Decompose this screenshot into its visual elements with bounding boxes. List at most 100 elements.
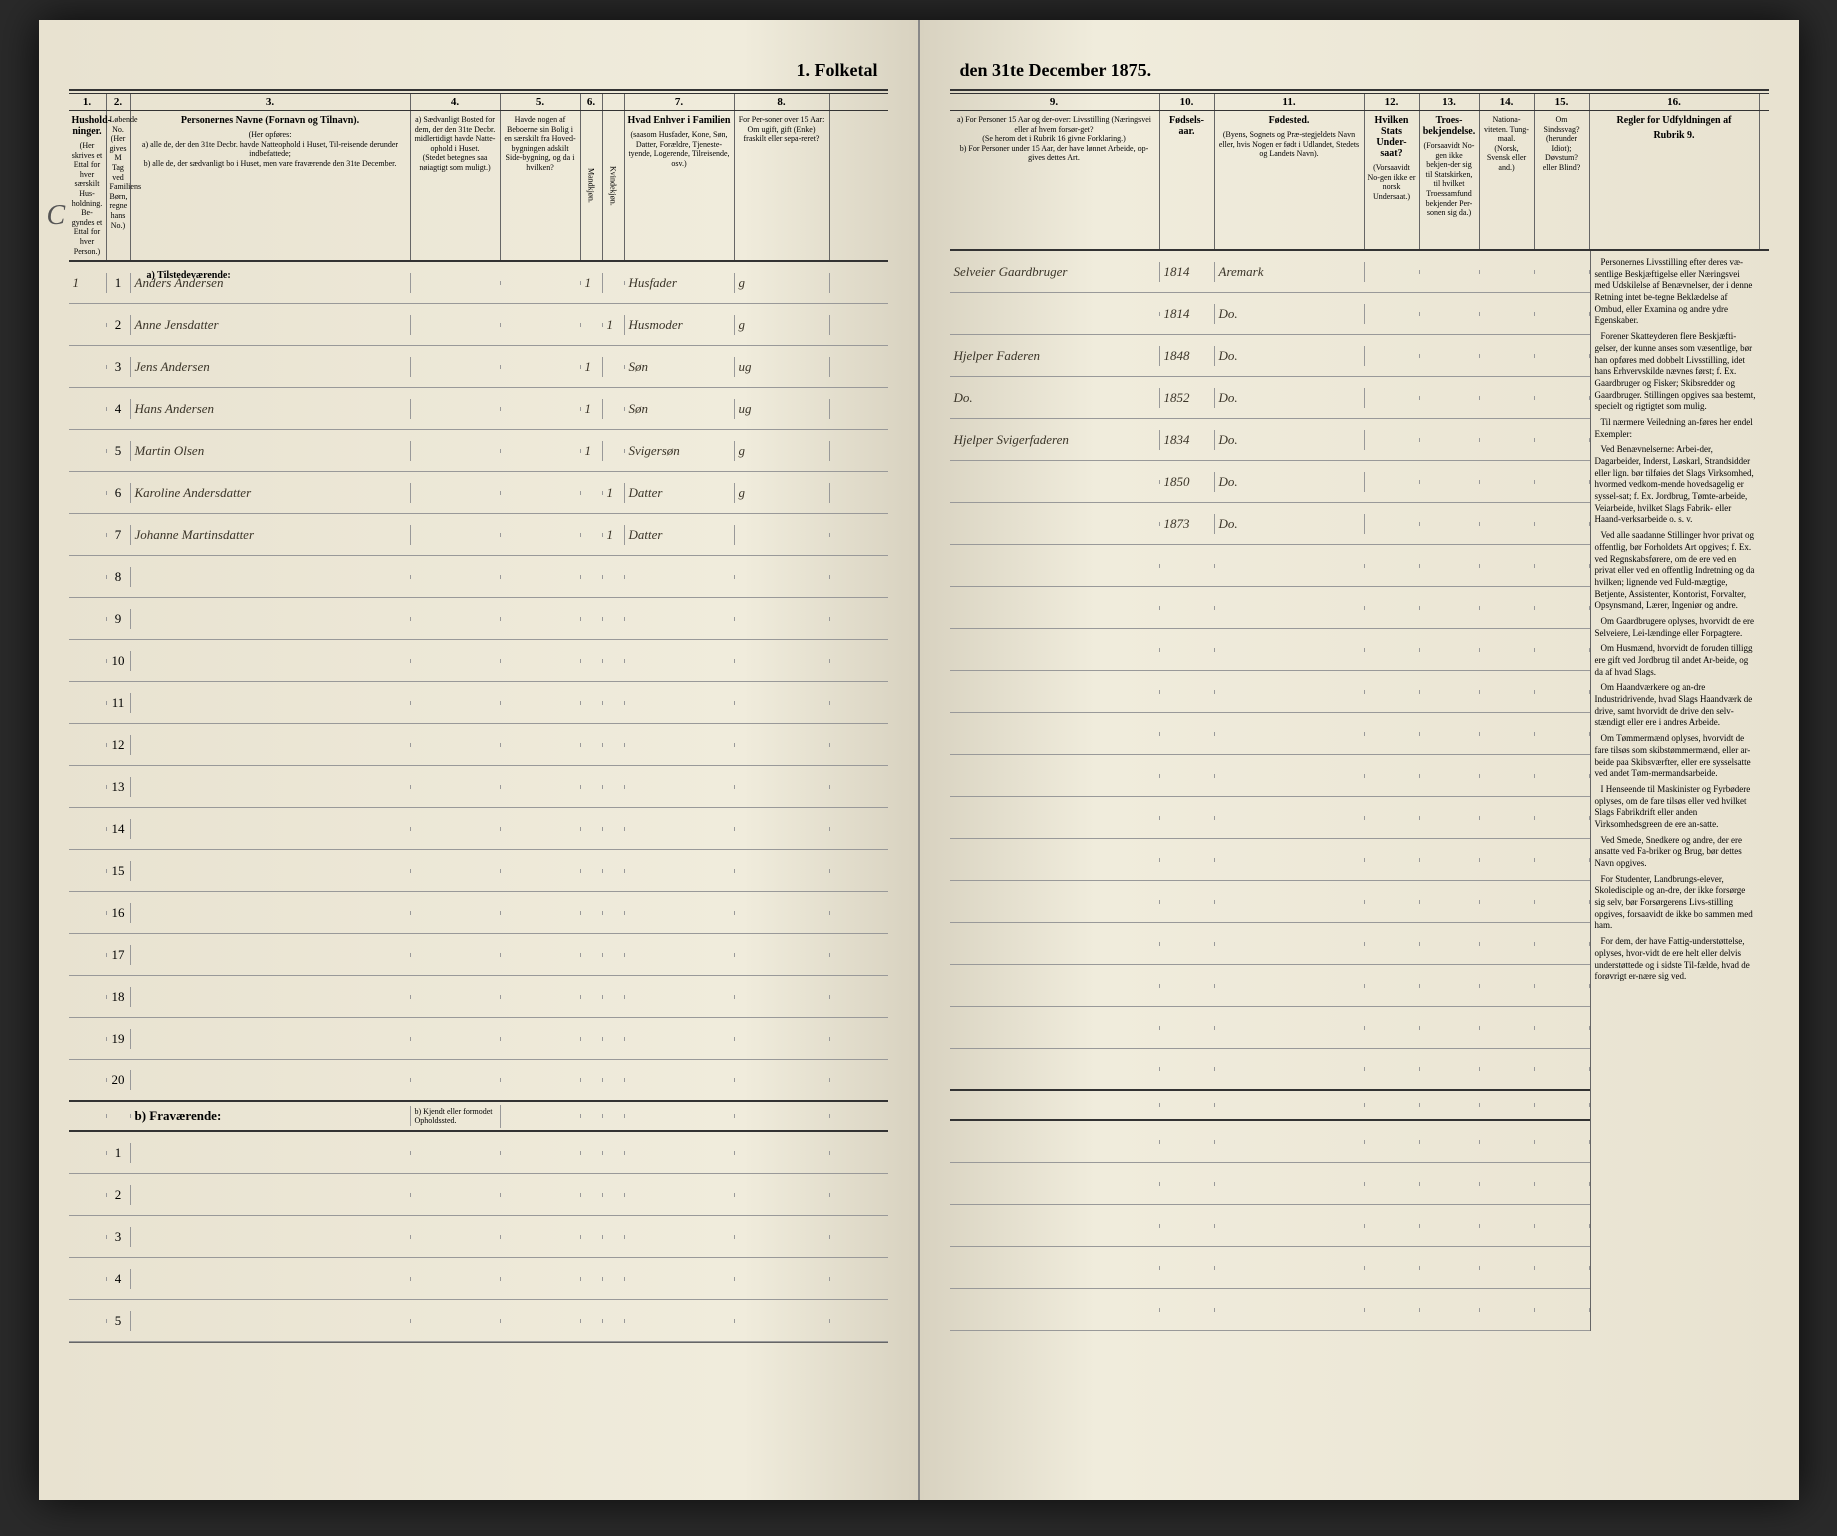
empty-row [950,671,1590,713]
person-num: 6 [107,483,131,503]
empty-row [950,1247,1590,1289]
household-num [69,323,107,327]
empty-row [950,923,1590,965]
person-num: 3 [107,357,131,377]
person-name: Hans Andersen [131,399,411,419]
household-num [69,491,107,495]
birthplace: Do. [1215,514,1365,534]
sex-male [581,491,603,495]
person-row: Hjelper Svigerfaderen1834Do. [950,419,1590,461]
empty-row: 4 [69,1258,888,1300]
birth-year: 1834 [1160,430,1215,450]
occupation [950,522,1160,526]
relation: Datter [625,483,735,503]
sex-female [603,365,625,369]
household-num [69,407,107,411]
relation: Svigersøn [625,441,735,461]
empty-row [950,713,1590,755]
birth-year: 1873 [1160,514,1215,534]
marital-status: g [735,483,830,503]
birthplace: Do. [1215,430,1365,450]
birth-year: 1814 [1160,304,1215,324]
headers-left: Hushold-ninger. (Her skrives et Ettal fo… [69,111,888,262]
empty-row: 8 [69,556,888,598]
sex-male: 1 [581,399,603,419]
person-row: 5Martin Olsen1Svigersøng [69,430,888,472]
census-ledger-spread: C 1. Folketal 1. 2. 3. 4. 5. 6. 7. 8. Hu… [39,20,1799,1500]
empty-row: 9 [69,598,888,640]
empty-row: 14 [69,808,888,850]
birth-year: 1848 [1160,346,1215,366]
empty-row: 18 [69,976,888,1018]
household-num: 1 [69,273,107,293]
relation: Datter [625,525,735,545]
empty-row: 10 [69,640,888,682]
data-rows-left: a) Tilstedeværende: 11Anders Andersen1Hu… [69,262,888,1343]
right-page: den 31te December 1875. 9. 10. 11. 12. 1… [920,20,1799,1500]
empty-row [950,797,1590,839]
person-row: 6Karoline Andersdatter1Datterg [69,472,888,514]
marital-status: g [735,441,830,461]
empty-row [950,1049,1590,1091]
relation: Husmoder [625,315,735,335]
birthplace: Do. [1215,472,1365,492]
birthplace: Do. [1215,346,1365,366]
household-num [69,533,107,537]
household-num [69,365,107,369]
relation: Søn [625,399,735,419]
empty-row [950,881,1590,923]
sex-female [603,281,625,285]
empty-row [950,629,1590,671]
data-area-right: Selveier Gaardbruger1814Aremark1814Do.Hj… [950,251,1769,1331]
empty-row: 17 [69,934,888,976]
empty-row [950,755,1590,797]
person-row: Do.1852Do. [950,377,1590,419]
empty-row: 13 [69,766,888,808]
birth-year: 1850 [1160,472,1215,492]
person-row: 1850Do. [950,461,1590,503]
person-num: 2 [107,315,131,335]
title-right: den 31te December 1875. [950,60,1769,81]
person-row: 7Johanne Martinsdatter1Datter [69,514,888,556]
section-present: a) Tilstedeværende: [139,266,239,285]
empty-row: 3 [69,1216,888,1258]
sex-female: 1 [603,525,625,545]
empty-row [950,1205,1590,1247]
sex-male [581,323,603,327]
empty-row: 5 [69,1300,888,1342]
relation: Søn [625,357,735,377]
empty-row [950,839,1590,881]
marital-status: ug [735,399,830,419]
empty-row [950,545,1590,587]
column-numbers-right: 9. 10. 11. 12. 13. 14. 15. 16. [950,93,1769,111]
occupation: Selveier Gaardbruger [950,262,1160,282]
marital-status: ug [735,357,830,377]
empty-row: 12 [69,724,888,766]
person-row: 2Anne Jensdatter1Husmoderg [69,304,888,346]
occupation: Hjelper Faderen [950,346,1160,366]
empty-row: 2 [69,1174,888,1216]
marital-status [735,533,830,537]
sex-male [581,533,603,537]
sex-male: 1 [581,273,603,293]
person-row: 4Hans Andersen1Sønug [69,388,888,430]
person-row: 3Jens Andersen 1 Sønug [69,346,888,388]
relation: Husfader [625,273,735,293]
left-page: C 1. Folketal 1. 2. 3. 4. 5. 6. 7. 8. Hu… [39,20,920,1500]
empty-row [950,1163,1590,1205]
person-num: 1 [107,273,131,293]
birthplace: Aremark [1215,262,1365,282]
occupation [950,480,1160,484]
occupation: Do. [950,388,1160,408]
person-name: Martin Olsen [131,441,411,461]
household-num [69,449,107,453]
empty-row [950,587,1590,629]
person-name: Jens Andersen [131,357,411,377]
empty-row [950,1289,1590,1331]
person-row: Hjelper Faderen1848Do. [950,335,1590,377]
title-left: 1. Folketal [69,60,888,81]
birth-year: 1852 [1160,388,1215,408]
sex-male: 1 [581,357,603,377]
sex-female: 1 [603,483,625,503]
empty-row: 20 [69,1060,888,1102]
